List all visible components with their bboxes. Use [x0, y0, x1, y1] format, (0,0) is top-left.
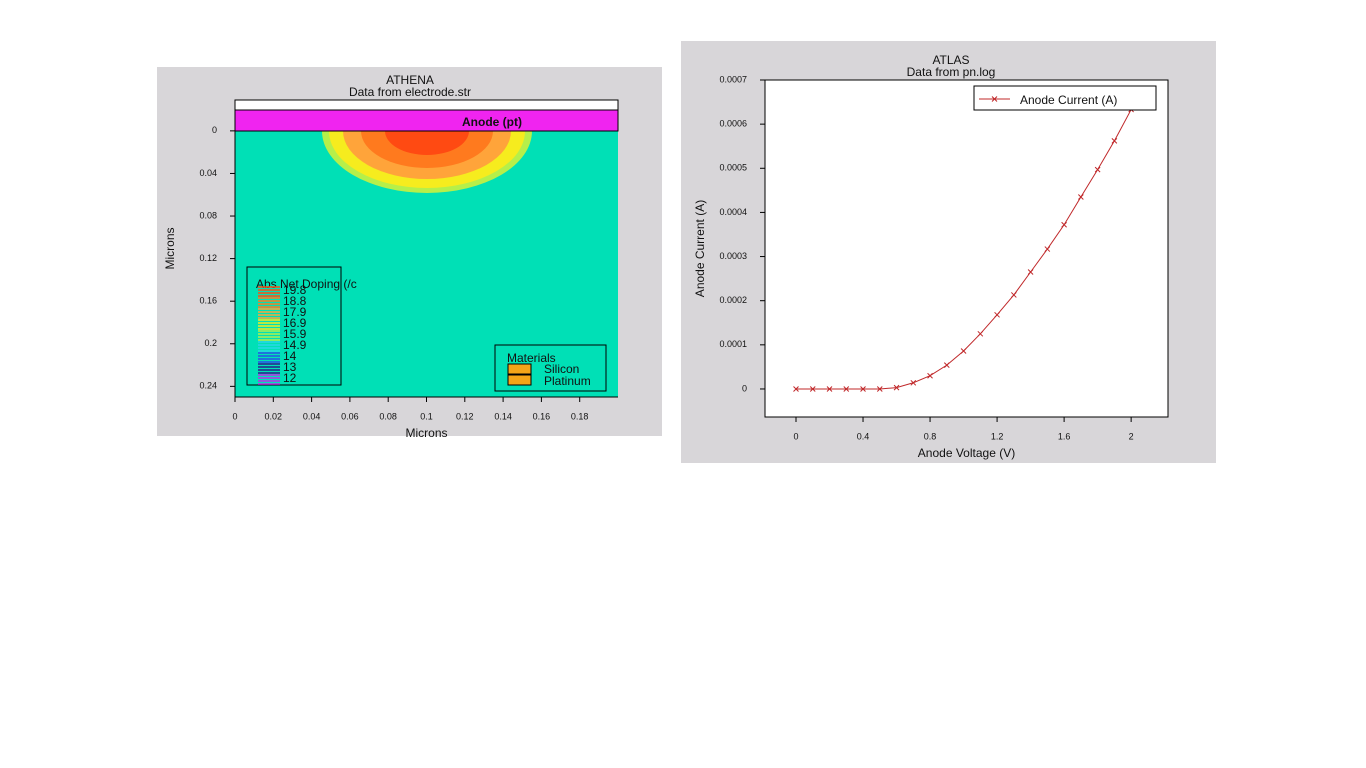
plot-area	[764, 79, 1169, 418]
data-point	[826, 386, 833, 392]
data-point	[1061, 221, 1067, 228]
x-tick-label: 0	[793, 431, 798, 441]
y-tick-label: 0	[212, 125, 217, 135]
chart-subtitle: Data from electrode.str	[349, 85, 471, 99]
y-tick-label: 0.0002	[719, 295, 747, 305]
data-point	[994, 311, 1000, 318]
x-tick-label: 0	[232, 411, 237, 421]
legend-marker	[991, 96, 998, 102]
y-tick-label: 0.0005	[719, 163, 747, 173]
legend-label: 15.9	[283, 327, 307, 341]
data-point	[1010, 292, 1017, 298]
data-point	[793, 386, 799, 392]
legend-label: 14.9	[283, 338, 307, 352]
platinum-cover	[234, 109, 619, 132]
legend-label: 14	[283, 349, 297, 363]
y-tick-label: 0.16	[199, 296, 217, 306]
legend-label: 13	[283, 360, 297, 374]
legend-title: Abs Net Doping (/c	[256, 277, 357, 291]
legend-label: 12	[283, 371, 297, 385]
x-tick-label: 0.4	[857, 431, 870, 441]
x-axis-label: Microns	[405, 426, 447, 440]
x-tick-label: 1.6	[1058, 431, 1071, 441]
x-tick-label: 0.02	[265, 411, 283, 421]
y-tick-label: 0.24	[199, 381, 217, 391]
y-axis-label: Anode Current (A)	[693, 200, 707, 297]
data-point	[860, 386, 866, 392]
data-point	[1027, 269, 1034, 275]
legend-box	[973, 85, 1157, 111]
material-swatch	[507, 363, 532, 375]
legend-label: 19.8	[283, 283, 307, 297]
materials-title: Materials	[507, 351, 556, 365]
top-region	[234, 99, 619, 111]
data-point	[1111, 138, 1118, 144]
data-point	[1078, 194, 1084, 200]
x-tick-label: 0.04	[303, 411, 321, 421]
y-tick-label: 0.12	[199, 253, 217, 263]
annotation: Anode (pt)	[462, 115, 522, 129]
x-tick-label: 0.1	[420, 411, 433, 421]
x-tick-label: 0.18	[571, 411, 589, 421]
x-tick-label: 0.8	[924, 431, 937, 441]
material-swatch	[507, 374, 532, 386]
x-tick-label: 0.08	[379, 411, 397, 421]
legend-label: 18.8	[283, 294, 307, 308]
y-tick-label: 0.0003	[719, 251, 747, 261]
y-axis-label: Microns	[163, 227, 177, 269]
legend-label: 16.9	[283, 316, 307, 330]
y-tick-label: 0.04	[199, 168, 217, 178]
data-point	[943, 362, 950, 368]
chart-subtitle: Data from pn.log	[907, 65, 996, 79]
x-tick-label: 0.12	[456, 411, 474, 421]
y-tick-label: 0.2	[204, 338, 217, 348]
data-point	[977, 330, 984, 337]
chart-title: ATLAS	[932, 53, 969, 67]
x-tick-label: 0.14	[494, 411, 512, 421]
y-tick-label: 0.08	[199, 210, 217, 220]
data-point	[1094, 166, 1101, 173]
data-point	[910, 379, 917, 386]
chart-title: ATHENA	[386, 73, 434, 87]
data-point	[960, 348, 967, 354]
x-tick-label: 2	[1129, 431, 1134, 441]
y-tick-label: 0.0001	[719, 339, 747, 349]
legend-label: 17.9	[283, 305, 307, 319]
data-point	[843, 386, 850, 392]
material-label: Platinum	[544, 374, 591, 388]
data-point	[1044, 246, 1051, 252]
data-point	[876, 386, 883, 392]
material-label: Silicon	[544, 362, 579, 376]
y-tick-label: 0.0007	[719, 74, 747, 84]
legend-label: Anode Current (A)	[1020, 93, 1117, 107]
data-point	[809, 386, 816, 392]
x-tick-label: 0.16	[533, 411, 551, 421]
data-point	[893, 384, 900, 391]
x-tick-label: 1.2	[991, 431, 1004, 441]
x-axis-label: Anode Voltage (V)	[918, 446, 1015, 460]
y-tick-label: 0.0004	[719, 207, 747, 217]
y-tick-label: 0.0006	[719, 119, 747, 129]
data-point	[927, 372, 933, 379]
y-tick-label: 0	[742, 383, 747, 393]
x-tick-label: 0.06	[341, 411, 359, 421]
doping-contour	[385, 131, 469, 155]
